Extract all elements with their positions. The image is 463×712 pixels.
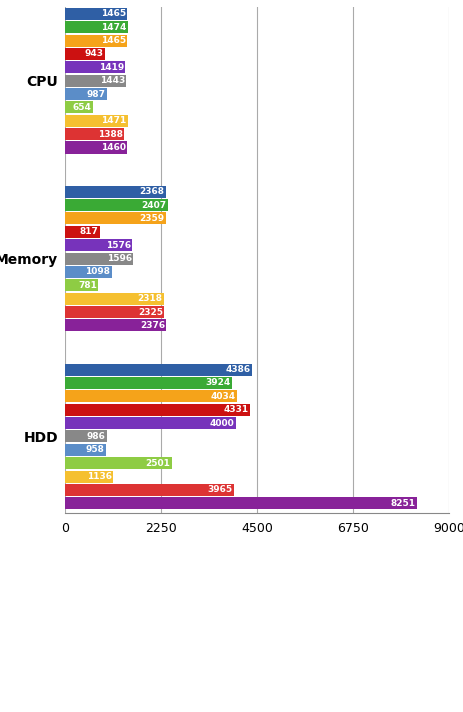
Bar (65, 34, 127, 46)
Bar (65, 266, 112, 278)
Bar (65, 417, 236, 429)
Bar (65, 186, 166, 198)
Text: 1419: 1419 (99, 63, 124, 72)
Bar (65, 101, 93, 113)
Text: 4034: 4034 (211, 392, 236, 401)
Bar (65, 226, 100, 238)
Bar (65, 457, 172, 469)
Text: 958: 958 (86, 445, 105, 454)
Text: 3965: 3965 (208, 486, 233, 494)
Text: 817: 817 (80, 227, 99, 236)
Text: 654: 654 (73, 103, 92, 112)
Text: 2376: 2376 (140, 321, 165, 330)
Text: 1460: 1460 (101, 143, 126, 152)
Text: 1465: 1465 (101, 36, 126, 45)
Text: 781: 781 (78, 281, 97, 290)
Text: 2407: 2407 (141, 201, 166, 209)
Bar (65, 8, 127, 20)
Bar (65, 293, 164, 305)
Bar (65, 404, 250, 416)
Bar (65, 61, 125, 73)
Bar (65, 142, 127, 154)
Text: 987: 987 (87, 90, 106, 98)
Bar (65, 212, 166, 224)
Text: 1576: 1576 (106, 241, 131, 250)
Bar (65, 199, 168, 211)
Bar (65, 115, 128, 127)
Text: 2359: 2359 (139, 214, 164, 223)
Text: 1136: 1136 (87, 472, 112, 481)
Bar (65, 21, 128, 33)
Bar (65, 239, 132, 251)
Text: 943: 943 (85, 49, 104, 58)
Text: 2368: 2368 (140, 187, 165, 197)
Bar (65, 253, 133, 265)
Bar (65, 306, 164, 318)
Text: 1474: 1474 (101, 23, 126, 31)
Bar (65, 320, 166, 331)
Text: 2325: 2325 (138, 308, 163, 317)
Bar (65, 444, 106, 456)
Text: 1443: 1443 (100, 76, 125, 85)
Text: 1471: 1471 (101, 116, 126, 125)
Text: 1388: 1388 (98, 130, 123, 139)
Text: 1596: 1596 (106, 254, 131, 263)
Bar (65, 484, 234, 496)
Text: 8251: 8251 (391, 499, 416, 508)
Text: 4000: 4000 (210, 419, 234, 428)
Bar (65, 88, 107, 100)
Text: 4386: 4386 (225, 365, 251, 374)
Text: 3924: 3924 (206, 379, 231, 387)
Text: 1098: 1098 (85, 268, 110, 276)
Bar (65, 279, 98, 291)
Text: 2501: 2501 (145, 459, 170, 468)
Bar (65, 377, 232, 389)
Bar (65, 431, 107, 442)
Bar (65, 364, 252, 376)
Bar (65, 471, 113, 483)
Bar (65, 497, 417, 509)
Text: 4331: 4331 (223, 405, 249, 414)
Bar (65, 128, 124, 140)
Text: 2318: 2318 (138, 294, 163, 303)
Text: 1465: 1465 (101, 9, 126, 19)
Bar (65, 75, 126, 87)
Bar (65, 48, 105, 60)
Text: 986: 986 (87, 432, 106, 441)
Bar (65, 390, 237, 402)
